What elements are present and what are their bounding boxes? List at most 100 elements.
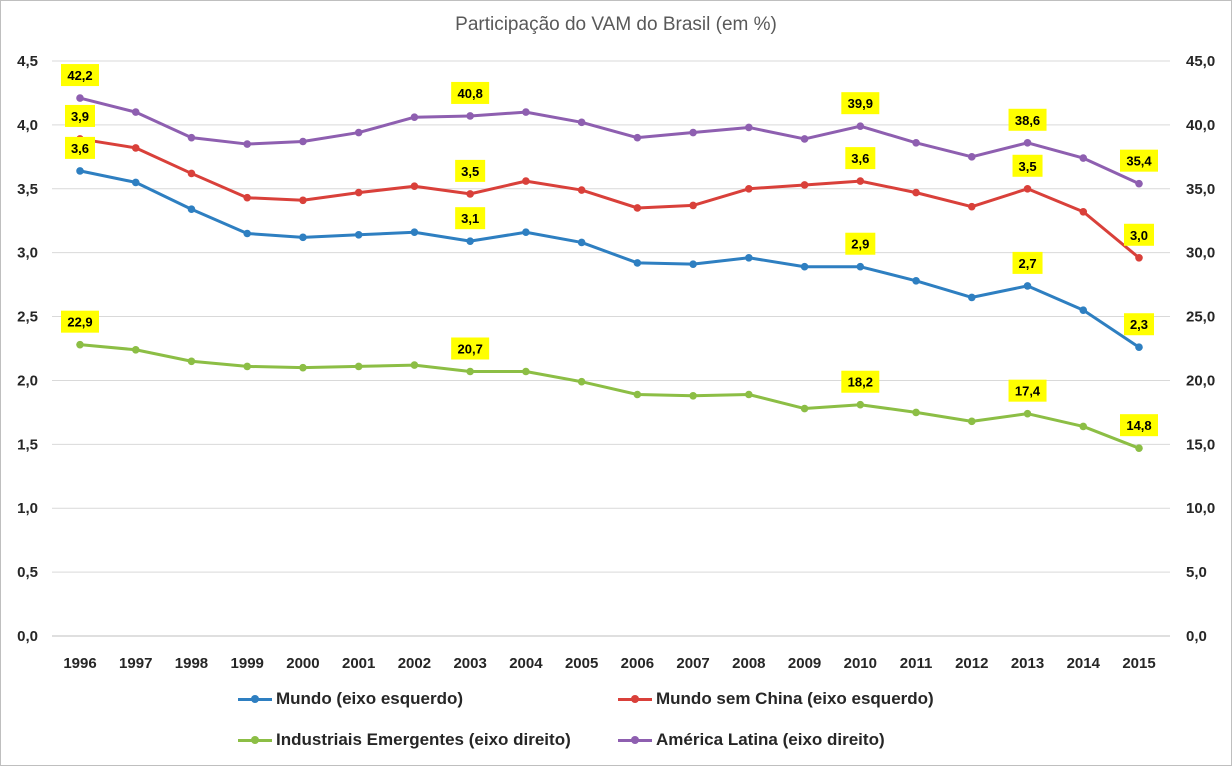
data-point [1023, 282, 1032, 290]
right-axis-tick-label: 15,0 [1186, 436, 1215, 453]
left-axis-tick-label: 0,0 [17, 628, 38, 645]
data-point [745, 184, 753, 193]
x-axis-tick-label: 1996 [63, 655, 96, 672]
data-label: 35,4 [1126, 154, 1152, 169]
data-label: 3,6 [851, 151, 869, 166]
data-point [856, 262, 865, 271]
data-point [354, 128, 363, 137]
data-label: 3,6 [71, 141, 89, 156]
legend-swatch-mundo [238, 692, 272, 706]
data-point [967, 153, 976, 161]
right-axis-tick-label: 30,0 [1186, 245, 1215, 262]
data-point [466, 112, 474, 120]
data-point [1079, 207, 1088, 216]
data-label-box [1120, 149, 1158, 172]
data-point [856, 122, 865, 130]
data-point [76, 94, 84, 102]
left-axis-tick-label: 3,5 [17, 181, 38, 198]
x-axis-tick-label: 2013 [1011, 655, 1044, 672]
data-point [800, 135, 809, 143]
series-line [79, 169, 1140, 349]
x-axis-tick-label: 2010 [844, 655, 877, 672]
data-point [76, 340, 84, 349]
right-axis-tick-label: 5,0 [1186, 564, 1207, 581]
data-point [187, 357, 196, 366]
legend-swatch-america-latina [618, 733, 652, 747]
data-label-box [451, 81, 490, 104]
data-point [745, 123, 753, 132]
data-label: 18,2 [848, 375, 873, 390]
chart-title: Participação do VAM do Brasil (em %) [455, 14, 777, 35]
x-axis-tick-label: 2001 [342, 655, 375, 672]
data-label-box [455, 159, 486, 182]
data-point [1023, 184, 1032, 193]
data-point [967, 202, 976, 211]
data-label-box [841, 92, 880, 115]
data-point [466, 237, 474, 245]
data-label-box [841, 370, 880, 393]
data-point [912, 188, 920, 197]
data-label: 42,2 [67, 68, 92, 83]
data-label: 14,8 [1126, 418, 1151, 433]
data-point [243, 229, 252, 238]
data-point [410, 361, 419, 369]
left-axis-tick-label: 2,5 [17, 309, 38, 326]
x-axis-tick-label: 2007 [676, 655, 709, 672]
data-point [243, 362, 252, 371]
series-line [79, 343, 1140, 450]
data-label-box [1012, 154, 1043, 177]
data-label-box [1008, 379, 1047, 402]
legend-item-america-latina: América Latina (eixo direito) [618, 729, 885, 751]
legend-label-mundo-sem-china: Mundo sem China (eixo esquerdo) [656, 689, 934, 708]
data-point [633, 259, 642, 267]
data-point [299, 137, 307, 146]
data-label: 38,6 [1015, 113, 1040, 128]
series-line [79, 137, 1140, 259]
data-label-box [451, 337, 490, 360]
legend-label-america-latina: América Latina (eixo direito) [656, 730, 885, 749]
data-label: 3,5 [1018, 159, 1036, 174]
right-axis-tick-label: 25,0 [1186, 309, 1215, 326]
data-point [577, 238, 586, 247]
x-axis-tick-label: 2015 [1122, 655, 1155, 672]
data-point [522, 367, 530, 376]
data-point [633, 133, 642, 142]
right-axis-tick-label: 10,0 [1186, 500, 1215, 517]
data-point [633, 204, 642, 212]
data-point [243, 140, 252, 148]
data-point [76, 167, 84, 175]
data-point [967, 417, 976, 426]
data-point [354, 188, 363, 197]
left-axis-tick-label: 4,0 [17, 117, 38, 134]
data-point [912, 276, 920, 285]
x-axis-tick-label: 2005 [565, 655, 598, 672]
legend-label-industriais-emergentes: Industriais Emergentes (eixo direito) [276, 730, 571, 749]
data-point [856, 400, 865, 409]
data-label: 3,5 [461, 164, 479, 179]
x-axis-tick-label: 1997 [119, 655, 152, 672]
legend-item-mundo-sem-china: Mundo sem China (eixo esquerdo) [618, 688, 934, 710]
data-label: 40,8 [458, 86, 483, 101]
left-axis-tick-label: 1,5 [17, 436, 38, 453]
data-label-box [845, 232, 876, 255]
right-axis-tick-label: 20,0 [1186, 372, 1215, 389]
right-axis-tick-label: 40,0 [1186, 117, 1215, 134]
legend-item-industriais-emergentes: Industriais Emergentes (eixo direito) [238, 729, 571, 751]
data-point [522, 177, 530, 185]
x-axis-tick-label: 2008 [732, 655, 765, 672]
data-point [912, 408, 920, 417]
data-label: 22,9 [67, 315, 92, 330]
data-label-box [1008, 108, 1047, 131]
data-label-box [1012, 251, 1043, 274]
data-point [577, 186, 586, 194]
data-point [800, 262, 809, 271]
data-label-box [61, 64, 99, 87]
x-axis-tick-label: 2002 [398, 655, 431, 672]
data-point [967, 293, 976, 302]
x-axis-tick-label: 2004 [509, 655, 543, 672]
data-point [131, 345, 140, 354]
right-axis-tick-label: 45,0 [1186, 53, 1215, 70]
data-point [410, 228, 419, 237]
left-axis-tick-label: 4,5 [17, 53, 38, 70]
data-point [522, 108, 530, 116]
